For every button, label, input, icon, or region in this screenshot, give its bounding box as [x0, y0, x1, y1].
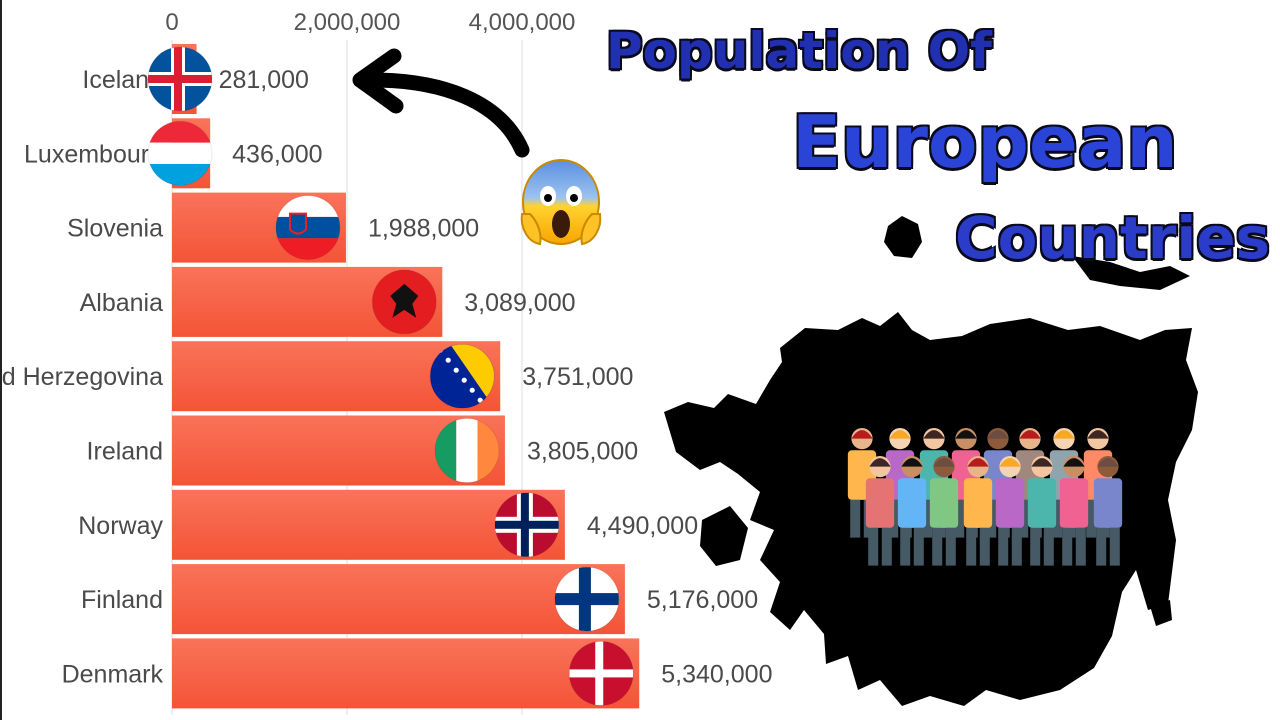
x-tick-label: 2,000,000	[294, 9, 401, 36]
category-label: Slovenia	[67, 215, 163, 243]
bar	[172, 638, 640, 709]
x-axis: 0 2,000,000 4,000,000	[165, 9, 575, 36]
value-label: 1,988,000	[368, 215, 479, 243]
slovenia-flag-icon	[275, 195, 341, 261]
flags	[147, 46, 634, 706]
person-figure	[1059, 456, 1089, 566]
category-label: Norway	[78, 512, 163, 540]
category-label: Finland	[81, 586, 163, 614]
person-figure	[1093, 456, 1123, 566]
person-figure	[963, 456, 993, 566]
title-line-3: Countries	[955, 204, 1271, 272]
title-line-1: Population Of	[606, 22, 992, 80]
left-border	[0, 0, 2, 720]
value-label: 436,000	[232, 140, 322, 168]
norway-flag-icon	[494, 492, 560, 558]
denmark-flag-icon	[568, 640, 634, 706]
value-label: 3,805,000	[527, 438, 638, 466]
finland-flag-icon	[554, 566, 620, 632]
category-label: Albania	[80, 289, 163, 317]
value-label: 3,089,000	[464, 289, 575, 317]
bosnia-flag-icon	[429, 343, 495, 409]
person-figure	[995, 456, 1025, 566]
person-figure	[1027, 456, 1057, 566]
curved-arrow-icon	[352, 48, 530, 158]
luxembourg-flag-icon	[147, 120, 213, 186]
iceland-flag-icon	[147, 46, 213, 112]
bar	[172, 564, 625, 635]
person-figure	[929, 456, 959, 566]
value-labels: 281,000 436,000 1,988,000 3,089,000 3,751,00…	[219, 66, 773, 688]
person-figure	[897, 456, 927, 566]
x-tick-label: 0	[165, 9, 178, 36]
category-label: d Herzegovina	[2, 363, 163, 391]
category-label: Ireland	[87, 438, 163, 466]
category-label: Luxembourg	[24, 140, 163, 168]
x-tick-label: 4,000,000	[469, 9, 576, 36]
value-label: 281,000	[219, 66, 309, 94]
people-crowd-icon	[847, 428, 1123, 566]
title-line-2: European	[792, 100, 1178, 184]
value-label: 4,490,000	[587, 512, 698, 540]
screaming-face-icon	[520, 159, 602, 246]
ireland-flag-icon	[434, 418, 500, 483]
albania-flag-icon	[371, 269, 437, 335]
value-label: 5,176,000	[647, 586, 758, 614]
value-label: 3,751,000	[522, 363, 633, 391]
person-figure	[865, 456, 895, 566]
category-label: Denmark	[62, 660, 164, 688]
value-label: 5,340,000	[661, 660, 772, 688]
